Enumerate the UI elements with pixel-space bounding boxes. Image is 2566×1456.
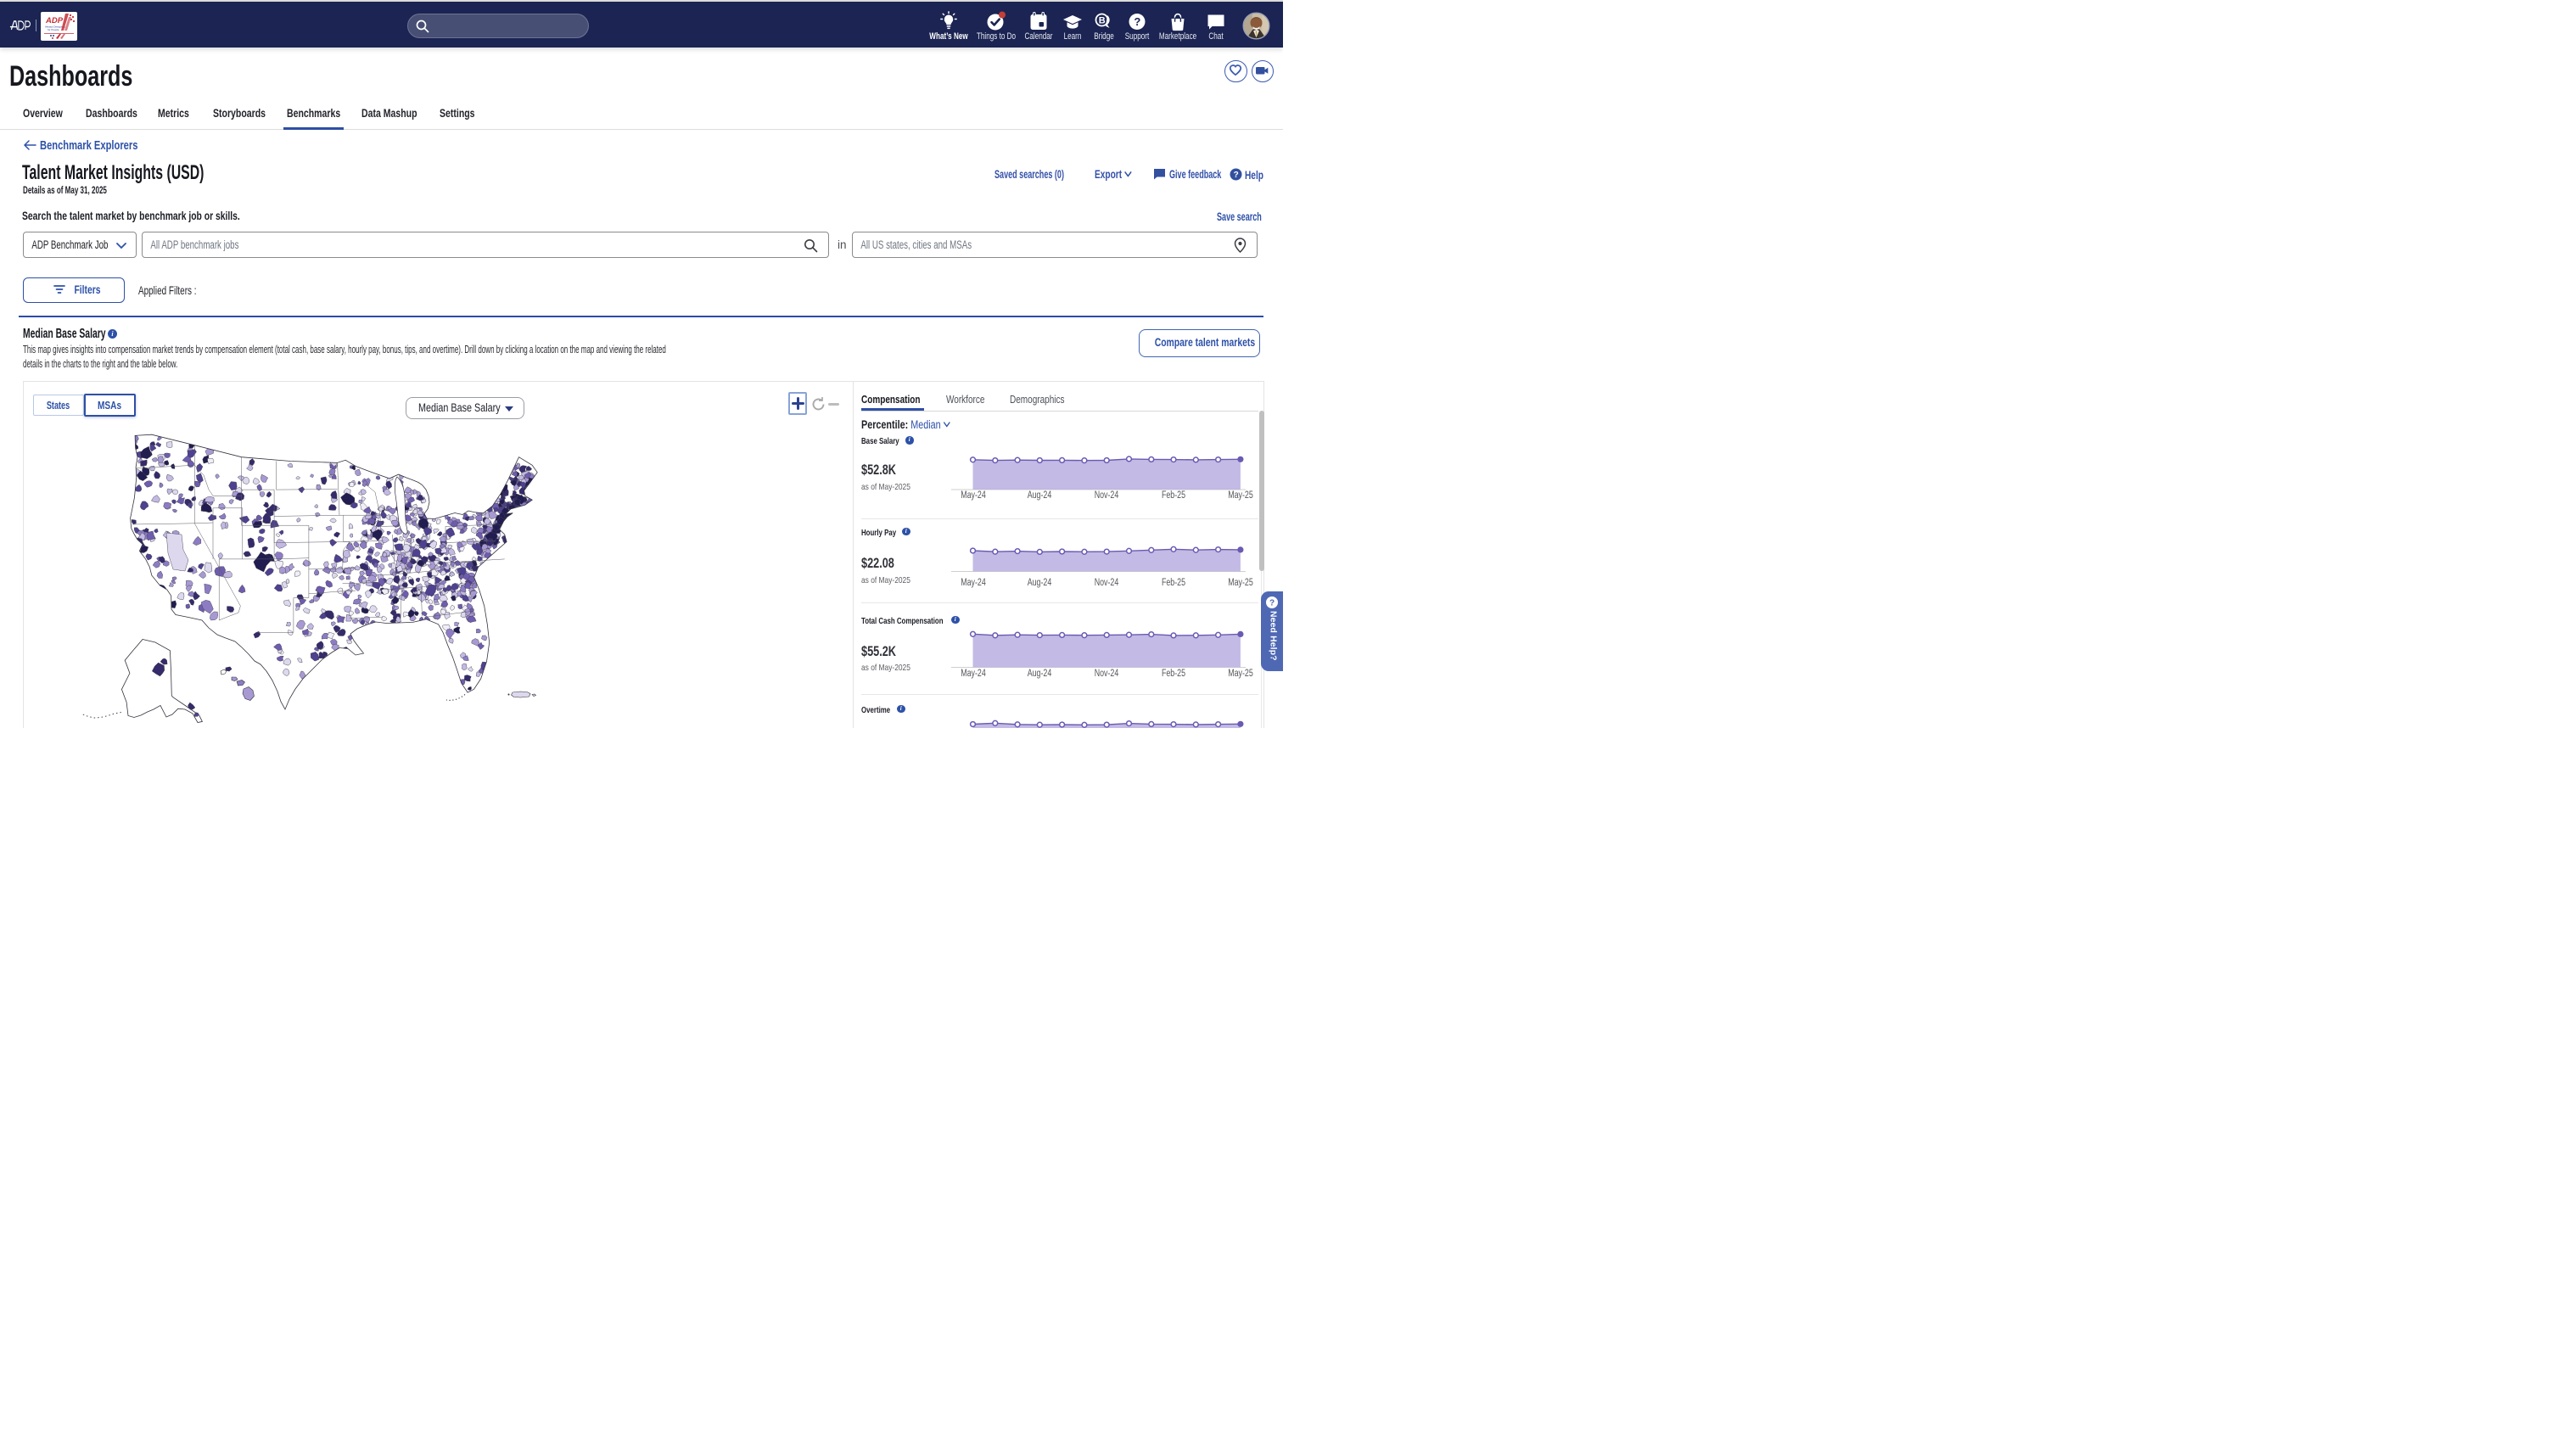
svg-text:B: B: [1099, 16, 1106, 26]
svg-text:?: ?: [1234, 171, 1239, 180]
svg-text:ADP: ADP: [45, 16, 64, 25]
svg-text:Always Designing: Always Designing: [45, 25, 65, 28]
svg-text:for People: for People: [48, 28, 59, 31]
svg-text:?: ?: [1269, 598, 1275, 608]
svg-text:?: ?: [1134, 15, 1140, 28]
